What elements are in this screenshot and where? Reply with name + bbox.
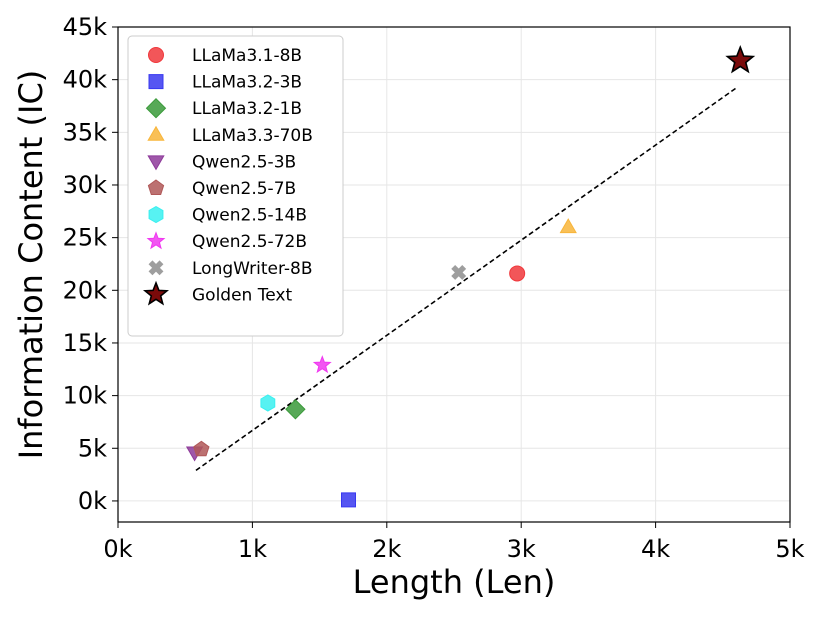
legend-marker-llama3-3-70b: [147, 125, 165, 141]
legend-marker-golden-text: [142, 280, 170, 306]
legend-items: LLaMa3.1-8B LLaMa3.2-3B LLaMa3.2-1B LLaMa3.…: [142, 46, 313, 306]
trend-line: [195, 86, 739, 472]
x-tick-label: 4k: [641, 535, 670, 563]
y-tick-label: 10k: [63, 382, 108, 410]
point-llama3-2-3b: [340, 492, 356, 508]
x-tick-label: 1k: [238, 535, 267, 563]
legend-marker-longwriter-8b: [148, 260, 164, 276]
point-qwen2-5-7b: [193, 440, 210, 457]
y-tick-label: 5k: [78, 434, 107, 462]
legend-label-longwriter-8b: LongWriter-8B: [192, 259, 313, 279]
y-axis-label: Information Content (IC): [12, 70, 50, 460]
x-tick-label: 2k: [372, 535, 401, 563]
data-points: [185, 44, 756, 508]
legend-label-qwen2-5-72b: Qwen2.5-72B: [192, 232, 307, 252]
y-tick-label: 25k: [63, 224, 108, 252]
legend-marker-qwen2-5-7b: [147, 179, 165, 195]
legend-marker-llama3-1-8b: [148, 47, 164, 63]
axis-ticks: 0k 1k 2k 3k 4k 5k 0k 5k 10k 15k 20k 25k 30k 35k 40k 45k: [63, 13, 805, 563]
x-tick-label: 3k: [507, 535, 536, 563]
y-tick-label: 45k: [63, 13, 108, 41]
point-longwriter-8b: [451, 264, 467, 280]
legend-marker-qwen2-5-14b: [148, 206, 164, 224]
point-llama3-2-1b: [285, 399, 306, 420]
legend-label-llama3-2-1b: LLaMa3.2-1B: [192, 99, 302, 119]
y-tick-label: 20k: [63, 276, 108, 304]
trend-line-group: [195, 86, 739, 472]
legend-label-llama3-3-70b: LLaMa3.3-70B: [192, 126, 313, 146]
plot-frame: [117, 26, 791, 523]
point-llama3-3-70b: [559, 218, 577, 234]
x-tick-label: 0k: [103, 535, 132, 563]
point-qwen2-5-14b: [260, 394, 276, 412]
legend-label-qwen2-5-14b: Qwen2.5-14B: [192, 206, 307, 226]
y-tick-label: 35k: [63, 118, 108, 146]
y-tick-label: 30k: [63, 171, 108, 199]
legend-label-qwen2-5-7b: Qwen2.5-7B: [192, 179, 296, 199]
legend-label-llama3-2-3b: LLaMa3.2-3B: [192, 73, 302, 93]
legend-marker-qwen2-5-72b: [146, 231, 166, 250]
point-qwen2-5-72b: [312, 355, 332, 374]
legend-box: [127, 35, 344, 337]
point-golden-text: [725, 44, 756, 74]
point-llama3-1-8b: [509, 265, 526, 282]
legend-label-qwen2-5-3b: Qwen2.5-3B: [192, 152, 296, 172]
legend: LLaMa3.1-8B LLaMa3.2-3B LLaMa3.2-1B LLaMa3.…: [127, 35, 344, 337]
legend-label-golden-text: Golden Text: [192, 285, 292, 305]
legend-marker-qwen2-5-3b: [147, 155, 165, 171]
legend-label-llama3-1-8b: LLaMa3.1-8B: [192, 46, 302, 66]
legend-marker-llama3-2-1b: [145, 97, 167, 119]
legend-marker-llama3-2-3b: [148, 74, 164, 90]
y-tick-label: 15k: [63, 329, 108, 357]
y-tick-label: 40k: [63, 66, 108, 94]
x-tick-label: 5k: [775, 535, 804, 563]
x-axis-label: Length (Len): [353, 563, 556, 601]
y-tick-label: 0k: [78, 487, 107, 515]
